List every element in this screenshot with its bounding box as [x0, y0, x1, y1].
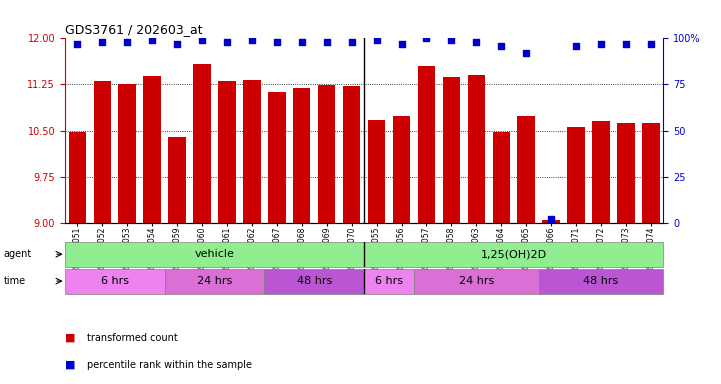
- Point: [296, 39, 308, 45]
- Point: [146, 37, 158, 43]
- Point: [121, 39, 133, 45]
- Bar: [368, 119, 385, 223]
- Text: transformed count: transformed count: [87, 333, 177, 343]
- Bar: [164, 269, 265, 294]
- Bar: [592, 121, 610, 223]
- Bar: [218, 81, 236, 223]
- Text: GDS3761 / 202603_at: GDS3761 / 202603_at: [65, 23, 203, 36]
- Bar: [567, 127, 585, 223]
- Point: [321, 39, 332, 45]
- Text: 6 hrs: 6 hrs: [375, 276, 403, 286]
- Text: 48 hrs: 48 hrs: [296, 276, 332, 286]
- Point: [446, 37, 457, 43]
- Bar: [118, 84, 136, 223]
- Point: [620, 41, 632, 47]
- Point: [420, 35, 432, 41]
- Text: agent: agent: [4, 249, 32, 259]
- Bar: [343, 86, 360, 223]
- Point: [97, 39, 108, 45]
- Point: [570, 43, 582, 49]
- Point: [396, 41, 407, 47]
- Point: [71, 41, 83, 47]
- Bar: [65, 269, 164, 294]
- Point: [495, 43, 507, 49]
- Bar: [143, 76, 161, 223]
- Bar: [414, 269, 539, 294]
- Text: ■: ■: [65, 360, 76, 370]
- Bar: [542, 220, 559, 223]
- Point: [645, 41, 657, 47]
- Bar: [642, 123, 660, 223]
- Point: [271, 39, 283, 45]
- Bar: [364, 269, 414, 294]
- Bar: [364, 242, 663, 267]
- Bar: [518, 116, 535, 223]
- Text: time: time: [4, 276, 26, 286]
- Text: vehicle: vehicle: [195, 249, 234, 260]
- Bar: [417, 66, 435, 223]
- Bar: [617, 123, 634, 223]
- Text: 48 hrs: 48 hrs: [583, 276, 619, 286]
- Bar: [393, 116, 410, 223]
- Bar: [65, 242, 364, 267]
- Point: [521, 50, 532, 56]
- Point: [545, 216, 557, 222]
- Point: [221, 39, 233, 45]
- Text: 24 hrs: 24 hrs: [197, 276, 232, 286]
- Text: percentile rank within the sample: percentile rank within the sample: [87, 360, 252, 370]
- Point: [371, 37, 382, 43]
- Point: [172, 41, 183, 47]
- Point: [246, 37, 257, 43]
- Point: [346, 39, 358, 45]
- Point: [196, 37, 208, 43]
- Bar: [268, 92, 286, 223]
- Text: ■: ■: [65, 333, 76, 343]
- Bar: [94, 81, 111, 223]
- Text: 24 hrs: 24 hrs: [459, 276, 494, 286]
- Bar: [193, 64, 211, 223]
- Bar: [169, 137, 186, 223]
- Text: 1,25(OH)2D: 1,25(OH)2D: [481, 249, 547, 260]
- Bar: [468, 74, 485, 223]
- Bar: [265, 269, 364, 294]
- Bar: [293, 88, 311, 223]
- Text: 6 hrs: 6 hrs: [101, 276, 129, 286]
- Bar: [443, 77, 460, 223]
- Bar: [318, 85, 335, 223]
- Bar: [492, 132, 510, 223]
- Point: [596, 41, 607, 47]
- Bar: [68, 132, 86, 223]
- Bar: [539, 269, 663, 294]
- Bar: [243, 79, 260, 223]
- Point: [471, 39, 482, 45]
